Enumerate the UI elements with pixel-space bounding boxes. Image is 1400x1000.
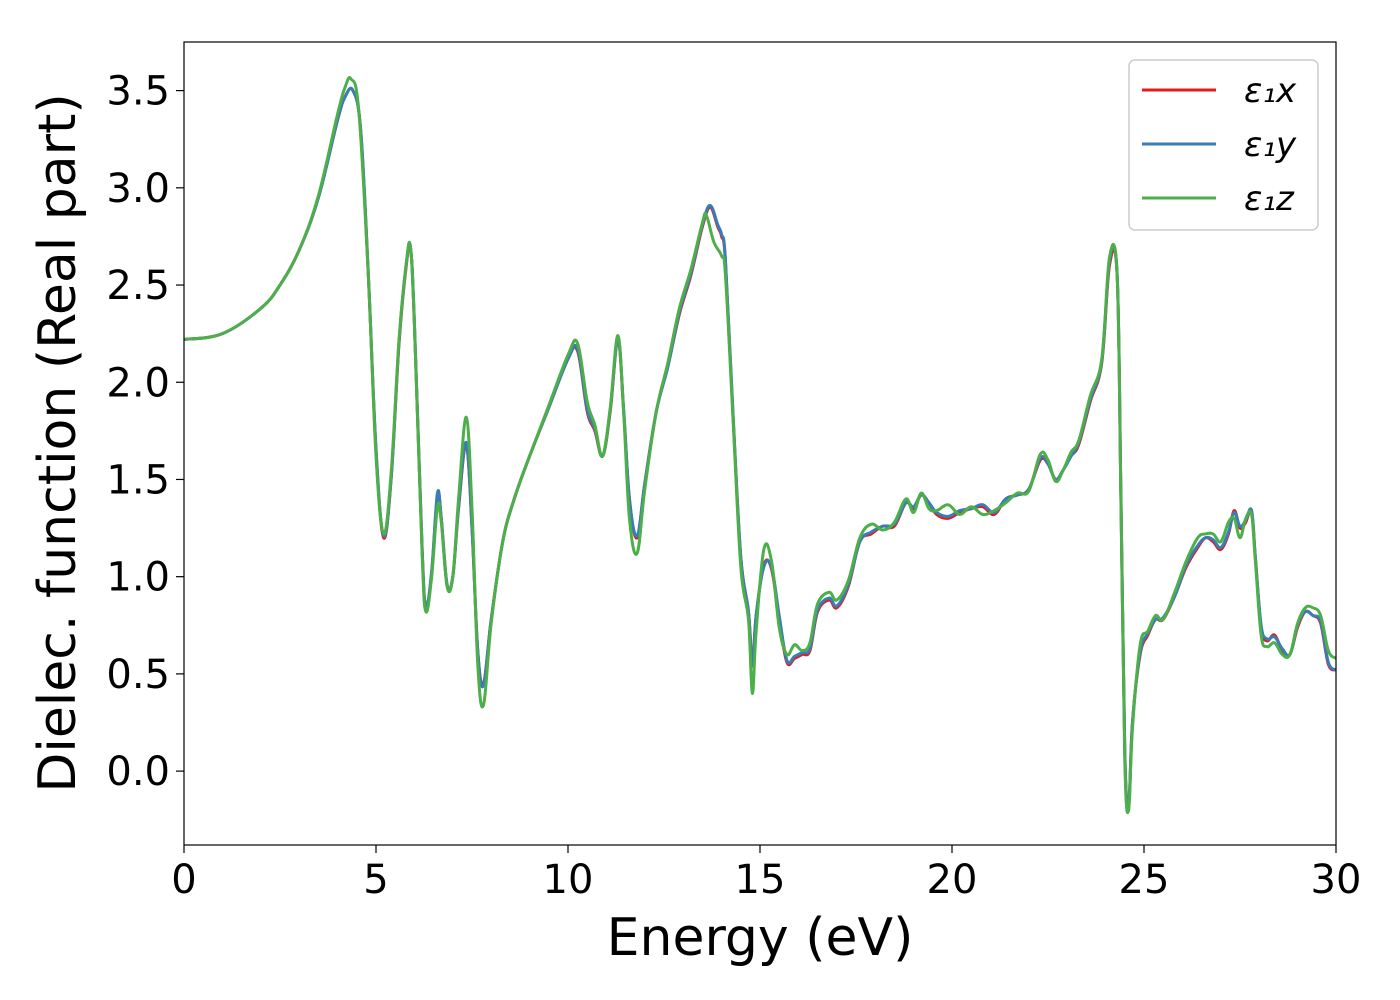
x-axis: 0 5 10 15 20 25 30 (171, 845, 1361, 903)
y-axis-title: Dielec. function (Real part) (28, 93, 88, 792)
x-tick-label: 25 (1119, 857, 1170, 903)
legend-label-3: ε₁z (1244, 179, 1295, 219)
y-tick-label: 3.0 (106, 166, 170, 212)
y-axis: 0.0 0.5 1.0 1.5 2.0 2.5 3.0 3.5 (106, 69, 184, 795)
x-tick-label: 15 (735, 857, 786, 903)
legend-frame (1128, 59, 1319, 231)
x-tick-label: 5 (363, 857, 388, 903)
y-tick-label: 0.5 (106, 652, 170, 698)
x-tick-label: 0 (171, 857, 196, 903)
y-tick-label: 2.0 (106, 360, 170, 406)
legend-label-1: ε₁x (1244, 71, 1297, 111)
x-tick-label: 10 (543, 857, 594, 903)
y-tick-label: 1.0 (106, 555, 170, 601)
y-tick-label: 1.5 (106, 457, 170, 503)
x-tick-label: 20 (927, 857, 978, 903)
series-line-3 (184, 75, 1336, 815)
y-tick-label: 2.5 (106, 263, 170, 309)
y-tick-label: 3.5 (106, 69, 170, 115)
x-tick-label: 30 (1311, 857, 1362, 903)
y-tick-label: 0.0 (106, 749, 170, 795)
x-axis-title: Energy (eV) (607, 908, 914, 968)
legend-label-2: ε₁y (1244, 125, 1297, 165)
series-layer (184, 75, 1336, 815)
legend: ε₁x ε₁y ε₁z (1128, 59, 1319, 231)
